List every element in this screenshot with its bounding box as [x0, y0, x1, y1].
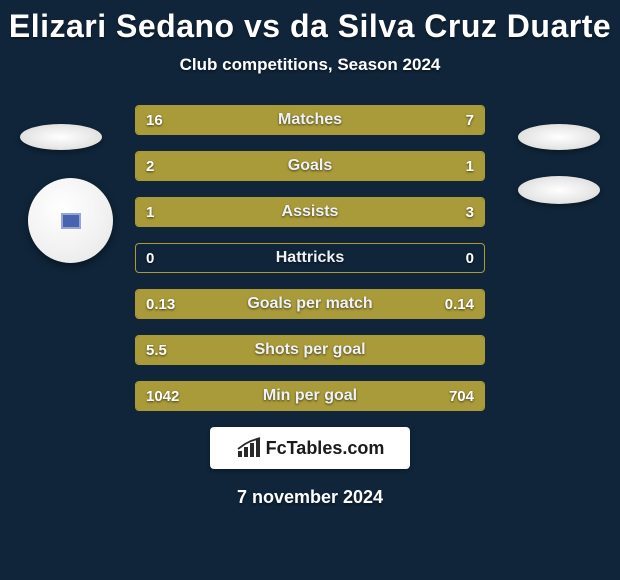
stat-value-right: 0: [466, 244, 474, 272]
stat-value-left: 0: [146, 244, 154, 272]
stat-value-right: 7: [466, 106, 474, 134]
stat-value-left: 1042: [146, 382, 179, 410]
stat-row: Hattricks0 0: [135, 243, 485, 273]
stat-value-left: 5.5: [146, 336, 167, 364]
stat-row: Assists1 3: [135, 197, 485, 227]
subtitle: Club competitions, Season 2024: [0, 55, 620, 75]
stat-value-right: 704: [449, 382, 474, 410]
stat-label: Shots per goal: [136, 336, 484, 364]
stat-label: Goals: [136, 152, 484, 180]
stat-row: Goals per match0.13 0.14: [135, 289, 485, 319]
stat-rows-container: Matches167Goals21Assists13Hattricks00Goa…: [135, 105, 485, 411]
stat-row: Min per goal1042 704: [135, 381, 485, 411]
stat-label: Goals per match: [136, 290, 484, 318]
stat-value-right: 1: [466, 152, 474, 180]
date-label: 7 november 2024: [0, 487, 620, 508]
player-left-avatar-circle: [28, 178, 113, 263]
stat-row: Shots per goal5.5: [135, 335, 485, 365]
brand-chart-icon: [236, 437, 262, 459]
stat-row: Matches16 7: [135, 105, 485, 135]
stat-value-left: 16: [146, 106, 163, 134]
brand-badge: FcTables.com: [210, 427, 410, 469]
stat-label: Assists: [136, 198, 484, 226]
stat-value-right: 0.14: [445, 290, 474, 318]
player-right-avatar-ellipse-2: [518, 176, 600, 204]
page-title: Elizari Sedano vs da Silva Cruz Duarte: [0, 8, 620, 45]
stat-label: Matches: [136, 106, 484, 134]
stat-value-left: 0.13: [146, 290, 175, 318]
stat-label: Hattricks: [136, 244, 484, 272]
stat-value-left: 2: [146, 152, 154, 180]
stat-label: Min per goal: [136, 382, 484, 410]
stat-value-left: 1: [146, 198, 154, 226]
avatar-placeholder-icon: [61, 213, 81, 229]
stat-value-right: 3: [466, 198, 474, 226]
comparison-card: Elizari Sedano vs da Silva Cruz Duarte C…: [0, 0, 620, 580]
player-right-avatar-ellipse-1: [518, 124, 600, 150]
player-left-avatar-ellipse: [20, 124, 102, 150]
stat-row: Goals2 1: [135, 151, 485, 181]
brand-text: FcTables.com: [266, 438, 385, 459]
